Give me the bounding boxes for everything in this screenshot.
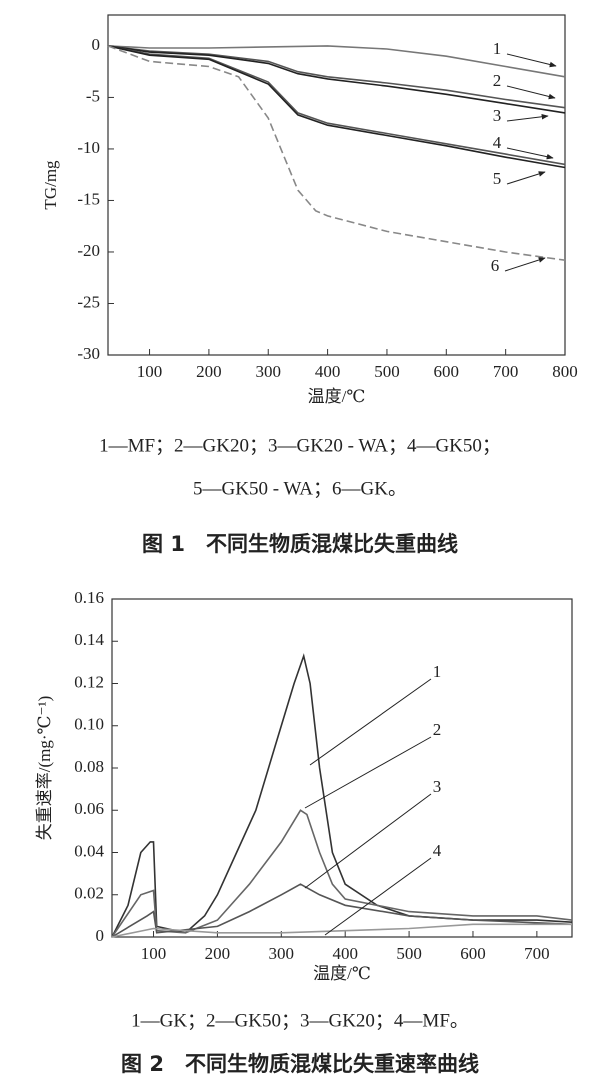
- x-tick-label: 700: [493, 362, 519, 381]
- label-pointer: [506, 171, 546, 185]
- label-pointer: [506, 85, 556, 100]
- curve-label: 2: [433, 720, 442, 739]
- y-tick-label: -25: [77, 292, 100, 311]
- y-tick-label: 0.04: [74, 841, 104, 860]
- data-line: [107, 45, 566, 166]
- x-axis-label: 温度/℃: [308, 387, 366, 406]
- label-pointer: [506, 53, 557, 68]
- label-pointer: [304, 736, 432, 809]
- x-tick-label: 600: [434, 362, 460, 381]
- data-line: [107, 45, 566, 109]
- y-axis-label: TG/mg: [41, 160, 60, 210]
- x-tick-label: 200: [196, 362, 222, 381]
- y-tick-label: 0: [96, 926, 105, 945]
- curve-label: 1: [493, 39, 502, 58]
- x-tick-label: 300: [255, 362, 281, 381]
- y-tick-label: 0.08: [74, 757, 104, 776]
- y-tick-label: -10: [77, 138, 100, 157]
- label-pointer: [506, 147, 554, 160]
- y-tick-label: 0.12: [74, 672, 104, 691]
- y-tick-label: 0.16: [74, 588, 104, 607]
- plot-frame: [111, 598, 573, 938]
- x-tick-label: 700: [524, 944, 550, 963]
- legend-caption: 1—MF；2—GK20；3—GK20 - WA；4—GK50；: [99, 435, 501, 456]
- x-tick-label: 400: [332, 944, 358, 963]
- x-tick-label: 400: [315, 362, 341, 381]
- data-line: [111, 923, 572, 938]
- y-tick-label: 0.14: [74, 630, 104, 649]
- x-tick-label: 500: [396, 944, 422, 963]
- y-tick-label: -20: [77, 241, 100, 260]
- data-line: [111, 883, 573, 938]
- data-line: [107, 45, 566, 169]
- y-tick-label: -30: [77, 344, 100, 363]
- curve-label: 5: [493, 169, 502, 188]
- data-line: [107, 45, 566, 261]
- label-pointer: [506, 113, 549, 122]
- x-axis-label: 温度/℃: [313, 964, 371, 983]
- curve-label: 1: [433, 662, 442, 681]
- curve-label: 4: [433, 841, 442, 860]
- y-tick-label: 0: [92, 35, 101, 54]
- curve-label: 3: [433, 777, 442, 796]
- y-tick-label: -5: [86, 86, 100, 105]
- x-tick-label: 300: [269, 944, 295, 963]
- y-tick-label: 0.10: [74, 715, 104, 734]
- label-pointer: [309, 678, 432, 766]
- figure-title: 图 1 不同生物质混煤比失重曲线: [142, 532, 458, 556]
- x-tick-label: 100: [137, 362, 163, 381]
- data-line: [111, 653, 573, 938]
- legend-caption: 1—GK；2—GK50；3—GK20；4—MF。: [131, 1010, 469, 1031]
- y-tick-label: -15: [77, 189, 100, 208]
- y-axis-label: 失重速率/(mg·℃⁻¹): [35, 696, 54, 841]
- curve-label: 3: [493, 106, 502, 125]
- data-line: [111, 809, 573, 938]
- x-tick-label: 100: [141, 944, 167, 963]
- y-tick-label: 0.02: [74, 884, 104, 903]
- y-tick-label: 0.06: [74, 799, 104, 818]
- label-pointer: [324, 857, 432, 936]
- x-tick-label: 800: [552, 362, 578, 381]
- plot-frame: [107, 14, 566, 356]
- label-pointer: [304, 793, 432, 889]
- data-line: [107, 45, 566, 78]
- x-tick-label: 200: [205, 944, 231, 963]
- curve-label: 2: [493, 71, 502, 90]
- x-tick-label: 500: [374, 362, 400, 381]
- legend-caption: 5—GK50 - WA；6—GK。: [193, 478, 407, 499]
- curve-label: 6: [491, 256, 500, 275]
- curve-label: 4: [493, 133, 502, 152]
- label-pointer: [504, 257, 546, 272]
- data-line: [107, 45, 566, 114]
- x-tick-label: 600: [460, 944, 486, 963]
- figure-title: 图 2 不同生物质混煤比失重速率曲线: [121, 1052, 479, 1076]
